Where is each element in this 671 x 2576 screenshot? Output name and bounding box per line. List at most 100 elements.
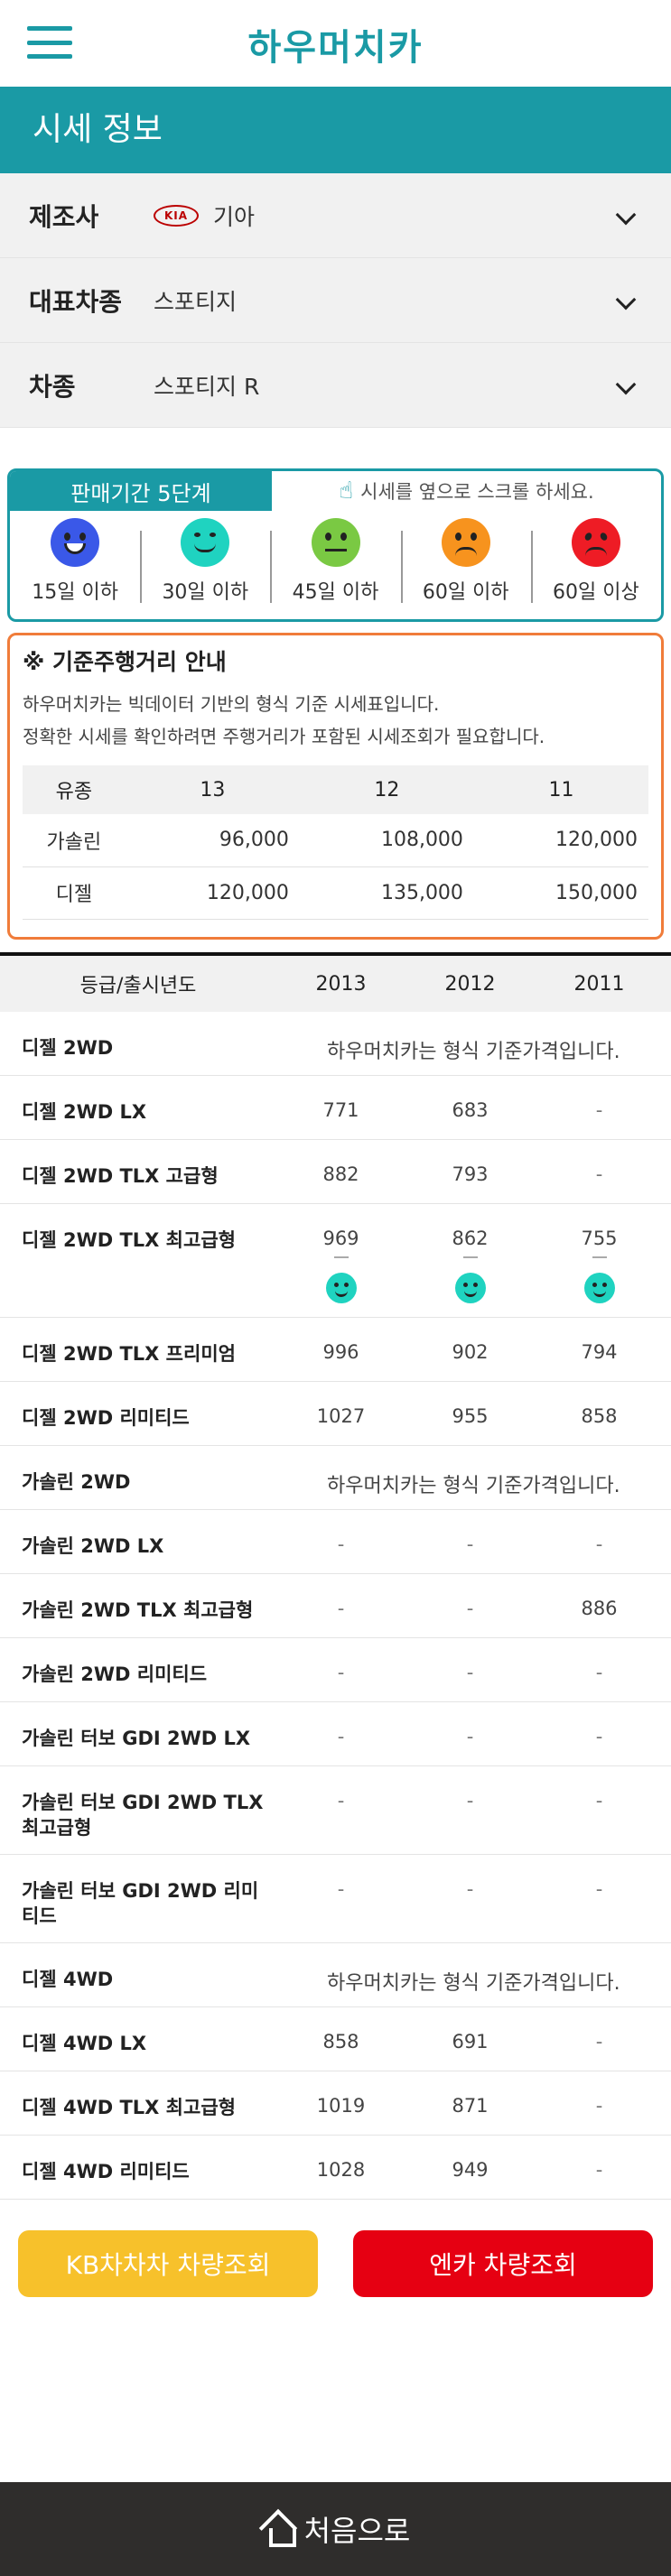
sales-period-stages: 15일 이하 30일 이하 45일 이하 60일 이하 60일 이상	[10, 511, 661, 619]
face-very-happy-icon	[51, 518, 100, 567]
model-select[interactable]: 대표차종 스포티지	[0, 258, 671, 343]
home-label: 처음으로	[303, 2514, 411, 2548]
divider	[462, 1256, 478, 1258]
grade-name: 디젤 4WD LX	[22, 2033, 147, 2054]
table-row[interactable]: 가솔린 터보 GDI 2WD LX - - -	[0, 1702, 671, 1766]
fuel-cell: 가솔린	[23, 814, 126, 867]
table-row: 가솔린 96,000 108,000 120,000	[23, 814, 648, 867]
grade-name: 가솔린 터보 GDI 2WD TLX 최고급형	[22, 1792, 264, 1839]
price-cell: 949	[405, 2136, 535, 2199]
notice-line-1: 하우머치카는 빅데이터 기반의 형식 기준 시세표입니다.	[23, 693, 440, 715]
price-value: -	[595, 2159, 603, 2181]
price-cell: 771	[276, 1076, 405, 1139]
price-value: -	[595, 2031, 603, 2052]
page-title: 시세 정보	[0, 87, 671, 173]
price-value: -	[337, 1726, 345, 1747]
price-value: -	[595, 2095, 603, 2117]
price-value: -	[595, 1878, 603, 1900]
site-logo[interactable]: 하우머치카	[247, 27, 424, 69]
base-price-note: 하우머치카는 형식 기준가격입니다.	[327, 1041, 620, 1063]
price-value: 969	[322, 1228, 359, 1249]
price-cell: -	[276, 1574, 405, 1637]
kb-lookup-button[interactable]: KB차차차 차량조회	[18, 2230, 318, 2297]
table-row[interactable]: 디젤 2WD LX 771 683 -	[0, 1076, 671, 1140]
table-row: 디젤 120,000 135,000 150,000	[23, 866, 648, 920]
price-cell: -	[535, 1638, 664, 1701]
price-cell: -	[405, 1766, 535, 1854]
price-value: 683	[452, 1099, 489, 1121]
encar-lookup-button[interactable]: 엔카 차량조회	[353, 2230, 653, 2297]
price-value: 886	[581, 1598, 618, 1619]
sales-period-label: 45일 이하	[292, 581, 379, 604]
table-row[interactable]: 디젤 2WD 리미티드 1027 955 858	[0, 1382, 671, 1446]
scroll-hint: ☝ 시세를 옆으로 스크롤 하세요.	[272, 471, 661, 511]
table-row[interactable]: 디젤 2WD 하우머치카는 형식 기준가격입니다.	[0, 1012, 671, 1076]
table-row[interactable]: 디젤 4WD 하우머치카는 형식 기준가격입니다.	[0, 1943, 671, 2007]
table-row[interactable]: 가솔린 2WD 하우머치카는 형식 기준가격입니다.	[0, 1446, 671, 1510]
price-value: -	[595, 1662, 603, 1683]
price-cell: 969	[276, 1204, 405, 1317]
type-label: 차종	[29, 371, 76, 402]
price-cell: -	[276, 1702, 405, 1765]
price-cell: -	[535, 1076, 664, 1139]
price-cell: -	[405, 1702, 535, 1765]
home-button[interactable]: 처음으로	[0, 2482, 671, 2576]
hamburger-menu-icon[interactable]	[27, 26, 72, 59]
mileage-cell: 120,000	[125, 866, 300, 920]
fuel-cell: 디젤	[23, 866, 126, 920]
price-value: -	[466, 1662, 474, 1683]
price-value: -	[466, 1726, 474, 1747]
face-happy-icon	[325, 1273, 357, 1303]
price-value: 1027	[316, 1405, 366, 1427]
table-row[interactable]: 디젤 4WD 리미티드 1028 949 -	[0, 2136, 671, 2200]
maker-label: 제조사	[29, 201, 99, 232]
price-cell: 1028	[276, 2136, 405, 2199]
price-cell: 882	[276, 1140, 405, 1203]
price-value: 858	[581, 1405, 618, 1427]
face-sad-icon	[441, 518, 490, 567]
price-cell: 1027	[276, 1382, 405, 1445]
divider	[592, 1256, 607, 1258]
table-row[interactable]: 디젤 2WD TLX 고급형 882 793 -	[0, 1140, 671, 1204]
grade-name: 디젤 2WD TLX 프리미엄	[22, 1343, 236, 1365]
price-cell: -	[535, 2071, 664, 2135]
sales-period-label: 60일 이하	[422, 581, 509, 604]
sales-period-legend: 판매기간 5단계 ☝ 시세를 옆으로 스크롤 하세요. 15일 이하 30일 이하 4…	[7, 468, 664, 622]
sales-period-stage: 60일 이하	[400, 518, 531, 619]
table-row[interactable]: 디젤 4WD LX 858 691 -	[0, 2007, 671, 2071]
maker-select[interactable]: 제조사 KIA 기아	[0, 173, 671, 258]
face-happy-icon	[454, 1273, 486, 1303]
grade-name: 디젤 2WD LX	[22, 1101, 147, 1123]
price-value: 902	[452, 1341, 489, 1363]
price-cell: -	[405, 1855, 535, 1942]
table-row[interactable]: 가솔린 2WD TLX 최고급형 - - 886	[0, 1574, 671, 1638]
table-row[interactable]: 가솔린 2WD 리미티드 - - -	[0, 1638, 671, 1702]
face-neutral-icon	[311, 518, 360, 567]
price-cell: 955	[405, 1382, 535, 1445]
mileage-header: 유종	[23, 765, 126, 814]
type-select[interactable]: 차종 스포티지 R	[0, 343, 671, 428]
price-cell: -	[276, 1855, 405, 1942]
price-value: 691	[452, 2031, 489, 2052]
table-row[interactable]: 가솔린 2WD LX - - -	[0, 1510, 671, 1574]
price-value: 755	[581, 1228, 618, 1249]
price-value: 793	[452, 1163, 489, 1185]
table-row[interactable]: 가솔린 터보 GDI 2WD 리미티드 - - -	[0, 1855, 671, 1943]
grade-name: 가솔린 터보 GDI 2WD 리미티드	[22, 1880, 259, 1927]
price-value: -	[595, 1163, 603, 1185]
price-value: -	[595, 1099, 603, 1121]
mileage-header: 12	[299, 765, 474, 814]
table-row[interactable]: 디젤 4WD TLX 최고급형 1019 871 -	[0, 2071, 671, 2136]
price-cell: -	[276, 1638, 405, 1701]
base-price-note: 하우머치카는 형식 기준가격입니다.	[327, 1475, 620, 1497]
price-value: -	[337, 1662, 345, 1683]
year-header: 2013	[315, 972, 367, 996]
price-value: -	[466, 1878, 474, 1900]
table-row[interactable]: 디젤 2WD TLX 프리미엄 996 902 794	[0, 1318, 671, 1382]
swipe-hand-icon: ☝	[339, 477, 354, 505]
table-row[interactable]: 디젤 2WD TLX 최고급형 969 862 755	[0, 1204, 671, 1318]
grade-name: 디젤 4WD TLX 최고급형	[22, 2097, 236, 2118]
table-row[interactable]: 가솔린 터보 GDI 2WD TLX 최고급형 - - -	[0, 1766, 671, 1855]
mileage-cell: 120,000	[473, 814, 648, 867]
